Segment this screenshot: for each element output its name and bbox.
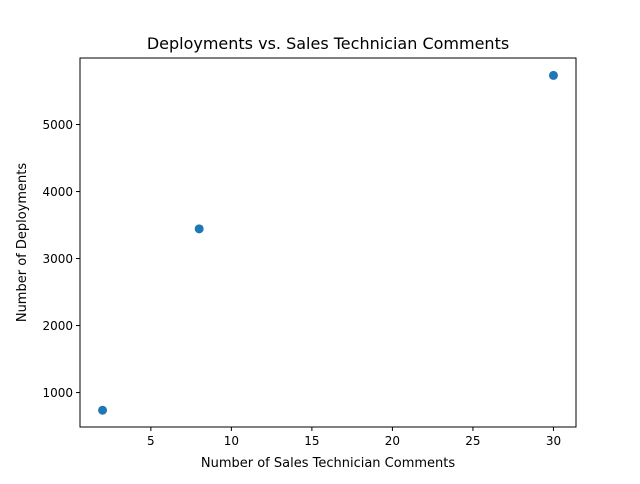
x-tick-label: 10 — [224, 434, 239, 448]
plot-area-frame — [79, 57, 577, 428]
y-tick-label: 3000 — [42, 252, 73, 266]
x-tick-label: 5 — [147, 434, 155, 448]
chart-title: Deployments vs. Sales Technician Comment… — [147, 34, 509, 53]
y-tick-label: 1000 — [42, 386, 73, 400]
y-axis-label: Number of Deployments — [15, 163, 30, 323]
x-tick-label: 15 — [304, 434, 319, 448]
data-point — [98, 405, 108, 415]
x-axis-label: Number of Sales Technician Comments — [201, 456, 456, 471]
x-tick-label: 20 — [385, 434, 400, 448]
data-point — [194, 224, 204, 234]
data-point — [548, 70, 558, 80]
y-tick-label: 4000 — [42, 185, 73, 199]
data-points — [98, 70, 558, 415]
x-tick-label: 25 — [465, 434, 480, 448]
y-tick-label: 2000 — [42, 319, 73, 333]
y-tick-label: 5000 — [42, 118, 73, 132]
x-axis-ticks: 5 10 15 20 25 30 — [147, 427, 561, 448]
x-tick-label: 30 — [546, 434, 561, 448]
y-axis-ticks: 1000 2000 3000 4000 5000 — [42, 118, 80, 400]
